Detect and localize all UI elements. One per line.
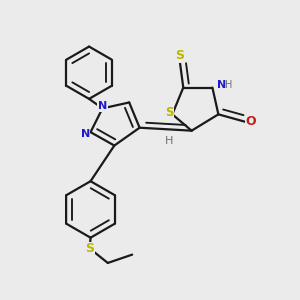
Text: S: S [175,49,184,62]
Text: N: N [81,129,90,139]
Text: H: H [164,136,173,146]
Text: S: S [165,106,174,119]
Text: S: S [85,242,94,255]
Text: N: N [217,80,226,90]
Text: O: O [245,115,256,128]
Text: H: H [225,80,232,90]
Text: N: N [98,101,107,111]
